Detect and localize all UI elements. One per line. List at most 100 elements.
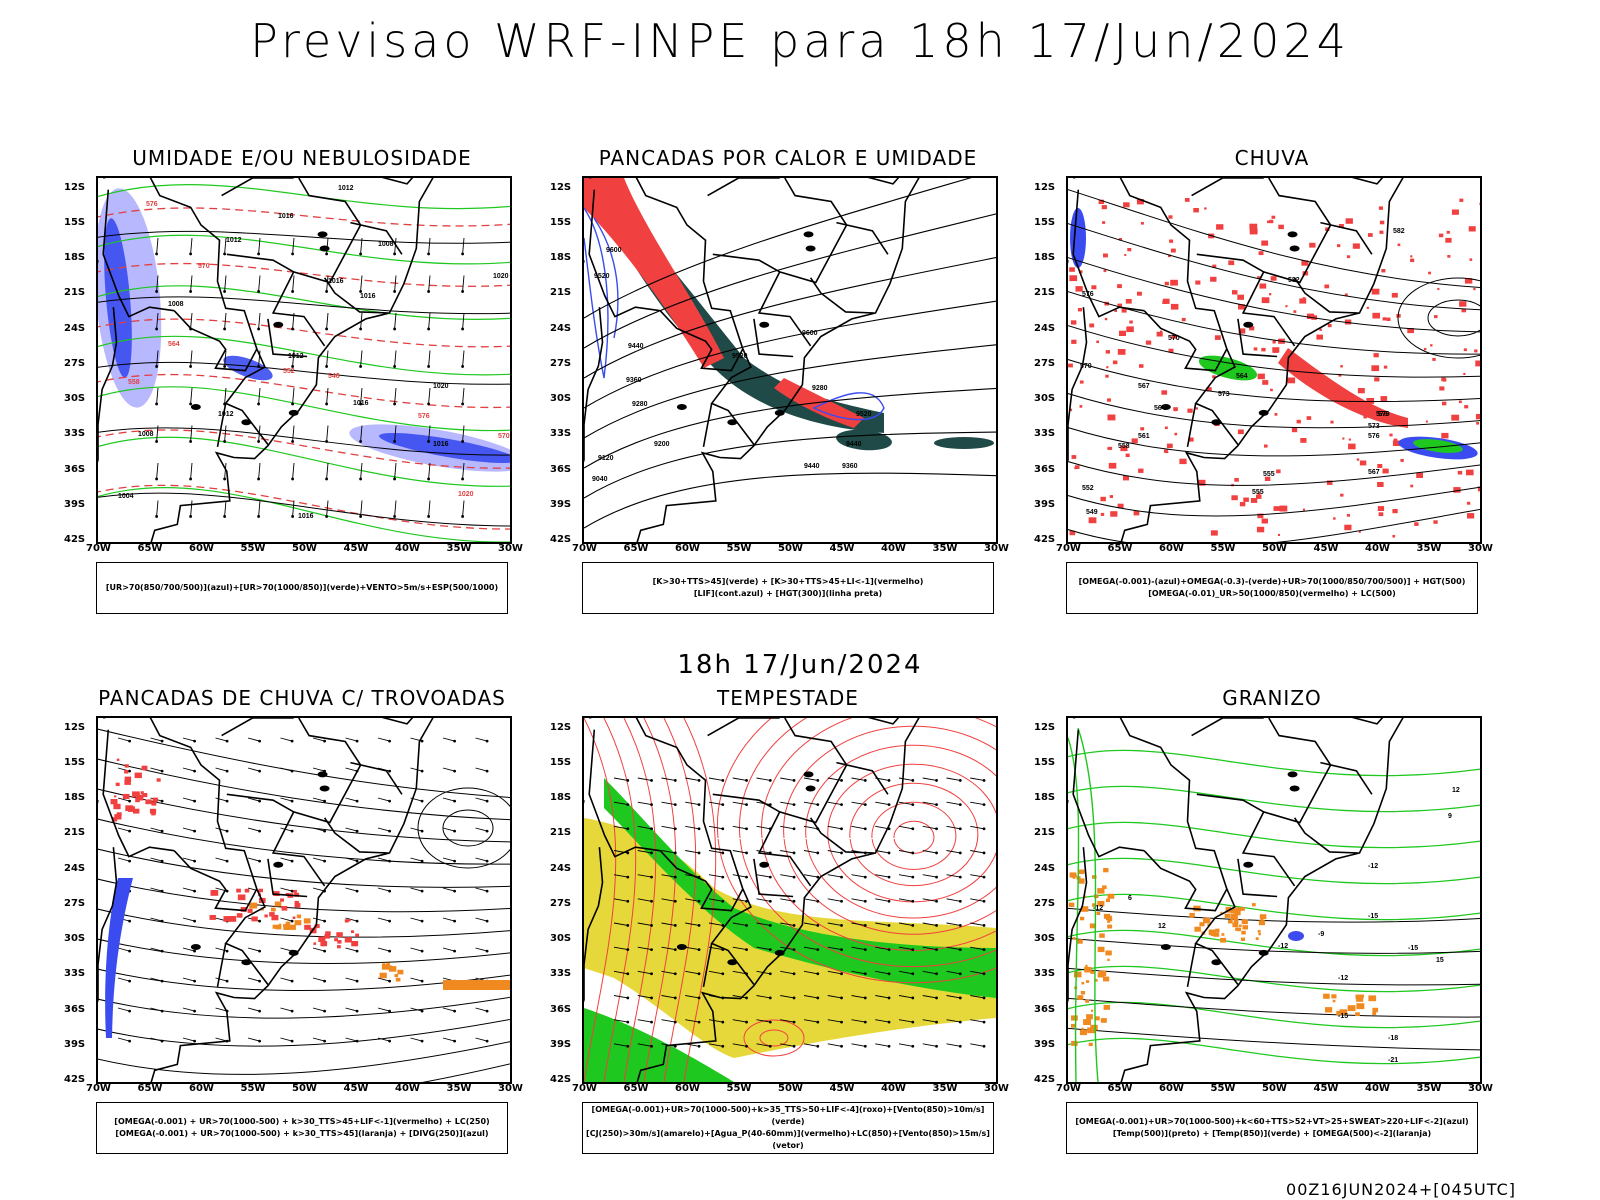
lat-tick-label: 27S (1034, 897, 1056, 909)
contour-label: 1008 (378, 241, 394, 248)
lat-tick-label: 33S (1034, 968, 1056, 980)
lon-tick-label: 35W (932, 543, 958, 554)
lat-tick-label: 36S (1034, 463, 1056, 475)
legend-line: [CJ(250)>30m/s](amarelo)+[Agua_P(40-60mm… (586, 1129, 990, 1150)
contour-label: -18 (1388, 1035, 1398, 1042)
contour-label: 9600 (606, 247, 622, 254)
legend-line: [OMEGA(-0.001)+UR>70(1000-500)+k>35_TTS>… (591, 1105, 985, 1126)
lon-tick-label: 45W (343, 1083, 369, 1094)
contour-label: 573 (1218, 391, 1230, 398)
contour-label: 1012 (218, 411, 234, 418)
lat-tick-label: 21S (550, 287, 572, 299)
lat-tick-label: 42S (64, 1074, 86, 1085)
lon-tick-label: 30W (498, 1083, 523, 1094)
contour-label: 9280 (812, 385, 828, 392)
lat-tick-label: 42S (1034, 534, 1056, 545)
map-heat-showers: 9600 9520 9440 9360 9280 9200 9120 9040 9600 9520… (582, 176, 998, 544)
contour-label: 567 (1138, 383, 1150, 390)
map-thunderstorm-showers (96, 716, 512, 1084)
lon-tick-label: 60W (189, 543, 214, 554)
contour-label: 9360 (626, 377, 642, 384)
lat-tick-label: 33S (64, 428, 86, 440)
lat-tick-label: 21S (1034, 287, 1056, 299)
contour-label: 9040 (592, 476, 608, 483)
lat-tick-label: 24S (64, 322, 86, 334)
lat-tick-label: 15S (64, 216, 86, 228)
lat-tick-label: 21S (64, 287, 86, 299)
lat-tick-label: 12S (1034, 181, 1056, 193)
contour-label: -12 (1368, 863, 1378, 870)
lat-tick-label: 15S (1034, 756, 1056, 768)
contour-label: 573 (1368, 423, 1380, 430)
lat-tick-label: 12S (64, 181, 86, 193)
contour-label: 582 (1393, 228, 1405, 235)
lon-tick-label: 50W (1262, 1083, 1287, 1094)
contour-label: 555 (1252, 489, 1264, 496)
lon-tick-label: 65W (623, 543, 649, 554)
lon-tick-label: 55W (240, 1083, 266, 1094)
lon-tick-label: 60W (189, 1083, 214, 1094)
lat-tick-label: 30S (64, 393, 86, 405)
lon-tick-label: 70W (1056, 543, 1081, 554)
lat-tick-label: 15S (64, 756, 86, 768)
lat-tick-label: 15S (1034, 216, 1056, 228)
lat-tick-label: 36S (1034, 1003, 1056, 1015)
map-canvas-hail: -12 -9 -12 -15 -15 -12 -15 -18 -21 -12 6 9 12 15 12 (1068, 718, 1480, 1082)
contour-label: 9 (1448, 813, 1452, 820)
lat-tick-label: 15S (550, 216, 572, 228)
contour-label: 558 (128, 379, 140, 386)
lat-tick-label: 18S (550, 252, 572, 264)
lat-tick-label: 21S (64, 827, 86, 839)
lon-tick-label: 70W (86, 543, 111, 554)
map-canvas-heat-showers: 9600 9520 9440 9360 9280 9200 9120 9040 9600 9520… (584, 178, 996, 542)
contour-label: -9 (1318, 931, 1324, 938)
lon-tick-label: 65W (1107, 543, 1133, 554)
contour-label: 564 (1236, 373, 1248, 380)
contour-label: 1016 (360, 293, 376, 300)
contour-label: 1020 (458, 491, 474, 498)
lon-tick-label: 50W (778, 543, 803, 554)
contour-label: 567 (1368, 469, 1380, 476)
contour-label: 570 (1080, 363, 1092, 370)
lon-tick-label: 30W (984, 543, 1009, 554)
lat-tick-label: 39S (550, 1038, 572, 1050)
panel-title-heat-showers: PANCADAS POR CALOR E UMIDADE (598, 146, 978, 170)
lat-tick-label: 24S (64, 862, 86, 874)
lon-tick-label: 35W (446, 543, 472, 554)
lon-tick-label: 65W (137, 1083, 163, 1094)
contour-label: 570 (198, 263, 210, 270)
contour-label: -21 (1388, 1057, 1398, 1064)
contour-label: 564 (168, 341, 180, 348)
contour-label: 6 (1128, 895, 1132, 902)
lon-tick-label: 45W (1313, 543, 1339, 554)
legend-hail: [OMEGA(-0.001)+UR>70(1000-500)+k<60+TTS>… (1066, 1102, 1478, 1154)
map-canvas-humidity: 1012 1016 1008 1012 1016 1016 1020 1020 1016 1016… (98, 178, 510, 542)
contour-label: 1016 (433, 441, 449, 448)
lon-tick-label: 30W (498, 543, 523, 554)
legend-heat-showers: [K>30+TTS>45](verde) + [K>30+TTS>45+LI<-… (582, 562, 994, 614)
contour-label: 9520 (732, 353, 748, 360)
contour-label: 9440 (804, 463, 820, 470)
map-canvas-storm (584, 718, 996, 1082)
legend-rain: [OMEGA(-0.001)-(azul)+OMEGA(-0.3)-(verde… (1066, 562, 1478, 614)
lon-tick-label: 65W (623, 1083, 649, 1094)
footer-run-info: 00Z16JUN2024+[045UTC] (1286, 1180, 1516, 1199)
map-canvas-thunderstorm-showers (98, 718, 510, 1082)
lon-tick-label: 35W (1416, 543, 1442, 554)
lon-tick-label: 30W (984, 1083, 1009, 1094)
lon-tick-label: 45W (1313, 1083, 1339, 1094)
lon-tick-label: 30W (1468, 1083, 1493, 1094)
contour-label: 546 (328, 373, 340, 380)
contour-label: -15 (1368, 913, 1378, 920)
contour-label: 15 (1436, 957, 1444, 964)
lat-tick-label: 12S (550, 181, 572, 193)
contour-label: 9520 (594, 273, 610, 280)
contour-label: 552 (283, 368, 295, 375)
lon-tick-label: 50W (1262, 543, 1287, 554)
contour-label: 1016 (353, 400, 369, 407)
lat-tick-label: 24S (1034, 322, 1056, 334)
lat-tick-label: 18S (64, 252, 86, 264)
lat-tick-label: 36S (64, 1003, 86, 1015)
contour-label: 9280 (632, 401, 648, 408)
contour-label: 9520 (856, 411, 872, 418)
